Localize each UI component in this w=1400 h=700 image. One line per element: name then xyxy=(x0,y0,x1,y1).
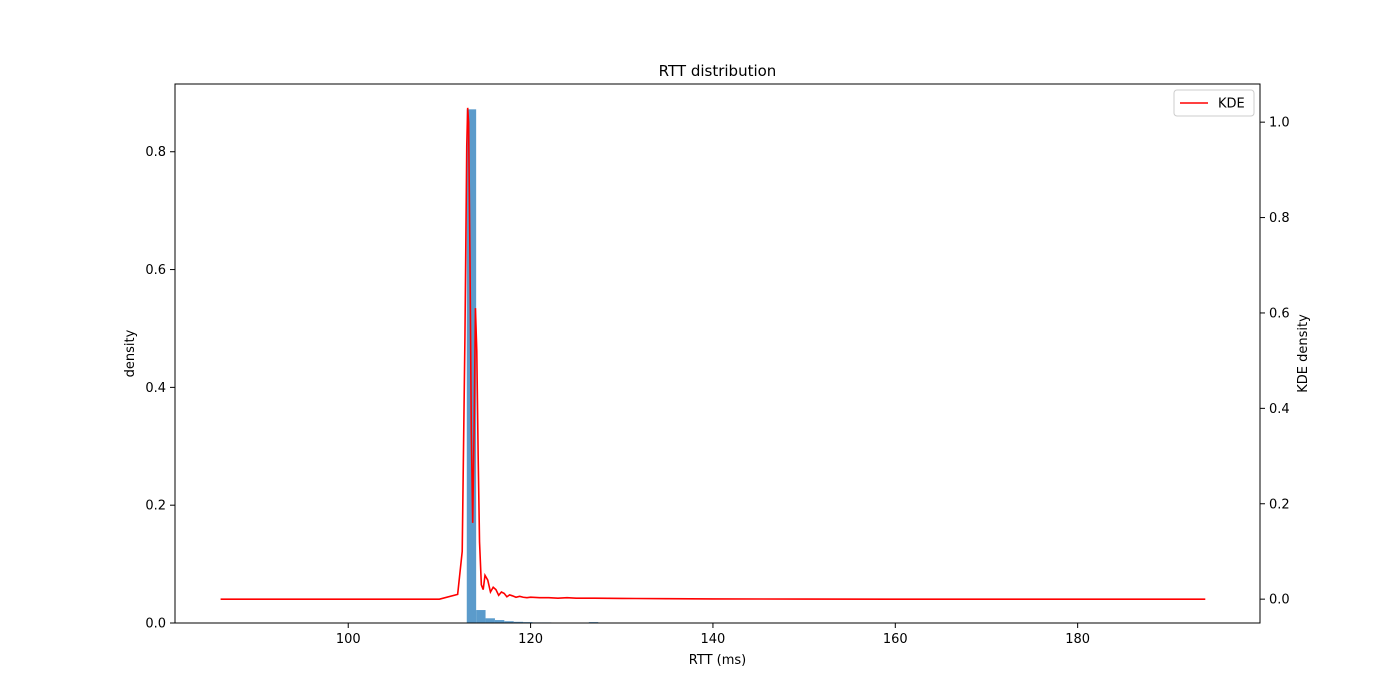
histogram-bar-2 xyxy=(485,618,495,623)
y-tick-label: 0.6 xyxy=(145,263,166,278)
y2-axis-title: KDE density xyxy=(1296,314,1311,393)
histogram-bar-1 xyxy=(476,610,486,623)
kde-line xyxy=(220,107,1206,600)
y2-tick-label: 0.4 xyxy=(1269,402,1290,417)
y2-tick-label: 0.6 xyxy=(1269,306,1290,321)
x-tick-label: 140 xyxy=(701,632,726,647)
y2-tick-label: 0.0 xyxy=(1269,593,1290,608)
x-tick-label: 160 xyxy=(883,632,908,647)
y-tick-label: 0.0 xyxy=(145,617,166,632)
x-tick-label: 180 xyxy=(1065,632,1090,647)
x-tick-label: 120 xyxy=(518,632,543,647)
y2-tick-label: 1.0 xyxy=(1269,116,1290,131)
x-axis-title: RTT (ms) xyxy=(689,653,746,668)
x-axis: 100 120 140 160 180 xyxy=(336,623,1090,647)
y-axis-title: density xyxy=(123,329,138,377)
chart-title: RTT distribution xyxy=(659,62,777,80)
legend-label-kde: KDE xyxy=(1218,97,1245,112)
histogram-bar-4 xyxy=(504,621,514,623)
y2-tick-label: 0.8 xyxy=(1269,211,1290,226)
histogram-bar-5 xyxy=(513,621,524,623)
legend: KDE xyxy=(1173,89,1255,117)
y-axis-left: 0.0 0.2 0.4 0.6 0.8 xyxy=(145,145,175,632)
x-tick-label: 100 xyxy=(336,632,361,647)
y-tick-label: 0.4 xyxy=(145,381,166,396)
plot-frame xyxy=(174,83,1261,624)
legend-box xyxy=(1173,89,1255,117)
y-tick-label: 0.8 xyxy=(145,145,166,160)
y-axis-right: 0.0 0.2 0.4 0.6 0.8 1.0 xyxy=(1260,116,1290,608)
y2-tick-label: 0.2 xyxy=(1269,497,1290,512)
histogram-bar-3 xyxy=(494,620,505,623)
y-tick-label: 0.2 xyxy=(145,499,166,514)
